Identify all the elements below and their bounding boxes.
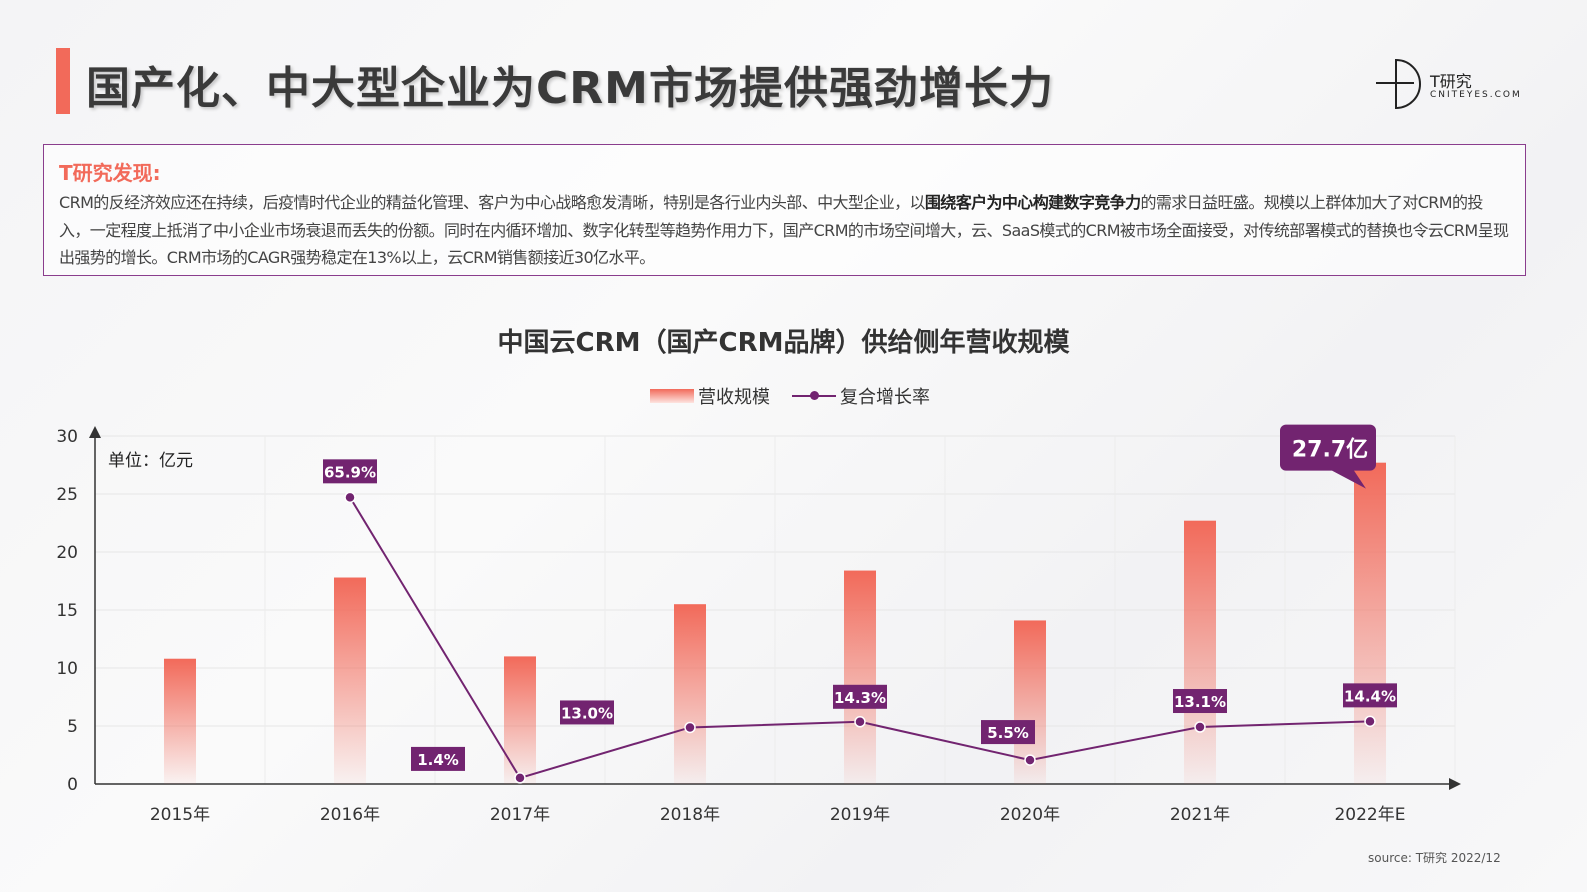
bar-2018年 [674, 604, 706, 784]
x-tick-label: 2022年E [1334, 805, 1405, 825]
bar-2021年 [1184, 520, 1216, 784]
legend: 营收规模 复合增长率 [650, 383, 930, 409]
y-tick-label: 15 [56, 601, 78, 621]
growth-label: 5.5% [987, 724, 1029, 742]
bar-2019年 [844, 570, 876, 784]
source-note: source: T研究 2022/12 [1368, 851, 1501, 865]
growth-point [1024, 754, 1036, 766]
growth-label-box [833, 684, 887, 709]
logo-text: T研究 [1430, 72, 1472, 91]
finding-box: T研究发现: CRM的反经济效应还在持续，后疫情时代企业的精益化管理、客户为中心… [43, 144, 1526, 276]
growth-label: 13.0% [561, 704, 613, 722]
x-tick-label: 2018年 [660, 805, 720, 825]
y-tick-label: 10 [56, 659, 78, 679]
growth-label-box [323, 459, 377, 484]
bar-2015年 [164, 658, 196, 784]
growth-point [344, 491, 356, 504]
growth-point [1194, 721, 1206, 733]
legend-bar-swatch [650, 389, 694, 403]
growth-label-box [411, 746, 465, 771]
y-tick-label: 30 [56, 427, 78, 447]
growth-label: 14.3% [834, 689, 886, 707]
growth-point [514, 772, 526, 784]
growth-label-box [560, 700, 614, 725]
growth-point [684, 721, 696, 734]
value-callout-text: 27.7亿 [1292, 438, 1368, 463]
page-title: 国产化、中大型企业为CRM市场提供强劲增长力 [86, 63, 1054, 114]
growth-label: 14.4% [1344, 687, 1396, 705]
x-tick-label: 2015年 [150, 805, 210, 825]
growth-label: 1.4% [417, 751, 459, 769]
x-tick-label: 2019年 [830, 805, 890, 825]
y-tick-label: 5 [67, 717, 78, 737]
x-tick-label: 2021年 [1170, 805, 1230, 825]
chart-title: 中国云CRM（国产CRM品牌）供给侧年营收规模 [497, 328, 1070, 358]
growth-point [854, 716, 866, 728]
x-tick-label: 2016年 [320, 805, 380, 825]
finding-highlight: 围绕客户为中心构建数字竞争力 [924, 193, 1141, 212]
y-tick-label: 0 [67, 775, 78, 795]
growth-label-box [981, 720, 1035, 745]
finding-text-part: CRM的反经济效应还在持续，后疫情时代企业的精益化管理、客户为中心战略愈发清晰，… [59, 193, 926, 212]
bar-2017年 [504, 656, 536, 784]
bar-2022年E [1354, 462, 1386, 784]
logo-url: CNITEYES.COM [1430, 90, 1522, 100]
x-tick-label: 2017年 [490, 805, 550, 825]
logo-mark-icon [1376, 58, 1421, 110]
title-accent-bar [56, 48, 70, 114]
growth-label: 13.1% [1174, 693, 1226, 711]
value-callout [1280, 424, 1376, 489]
growth-label-box [1173, 689, 1227, 714]
y-tick-label: 20 [56, 543, 78, 563]
growth-point [1364, 715, 1376, 728]
unit-label: 单位：亿元 [108, 451, 193, 471]
x-tick-label: 2020年 [1000, 805, 1060, 825]
finding-heading: T研究发现: [59, 161, 161, 185]
finding-text-part: 的需求日益旺盛。规模以上群体加大了对CRM的投入，一定程度上抵消了中小企业市场衰… [59, 193, 1509, 267]
legend-line-swatch [792, 391, 836, 400]
growth-label: 65.9% [324, 463, 376, 481]
bar-2016年 [334, 577, 366, 784]
finding-text: CRM的反经济效应还在持续，后疫情时代企业的精益化管理、客户为中心战略愈发清晰，… [59, 189, 1510, 272]
y-tick-label: 25 [56, 485, 78, 505]
legend-label-growth: 复合增长率 [840, 387, 930, 408]
growth-label-box [1343, 683, 1397, 708]
logo: T研究 CNITEYES.COM [1374, 56, 1524, 112]
legend-label-revenue: 营收规模 [698, 387, 770, 408]
